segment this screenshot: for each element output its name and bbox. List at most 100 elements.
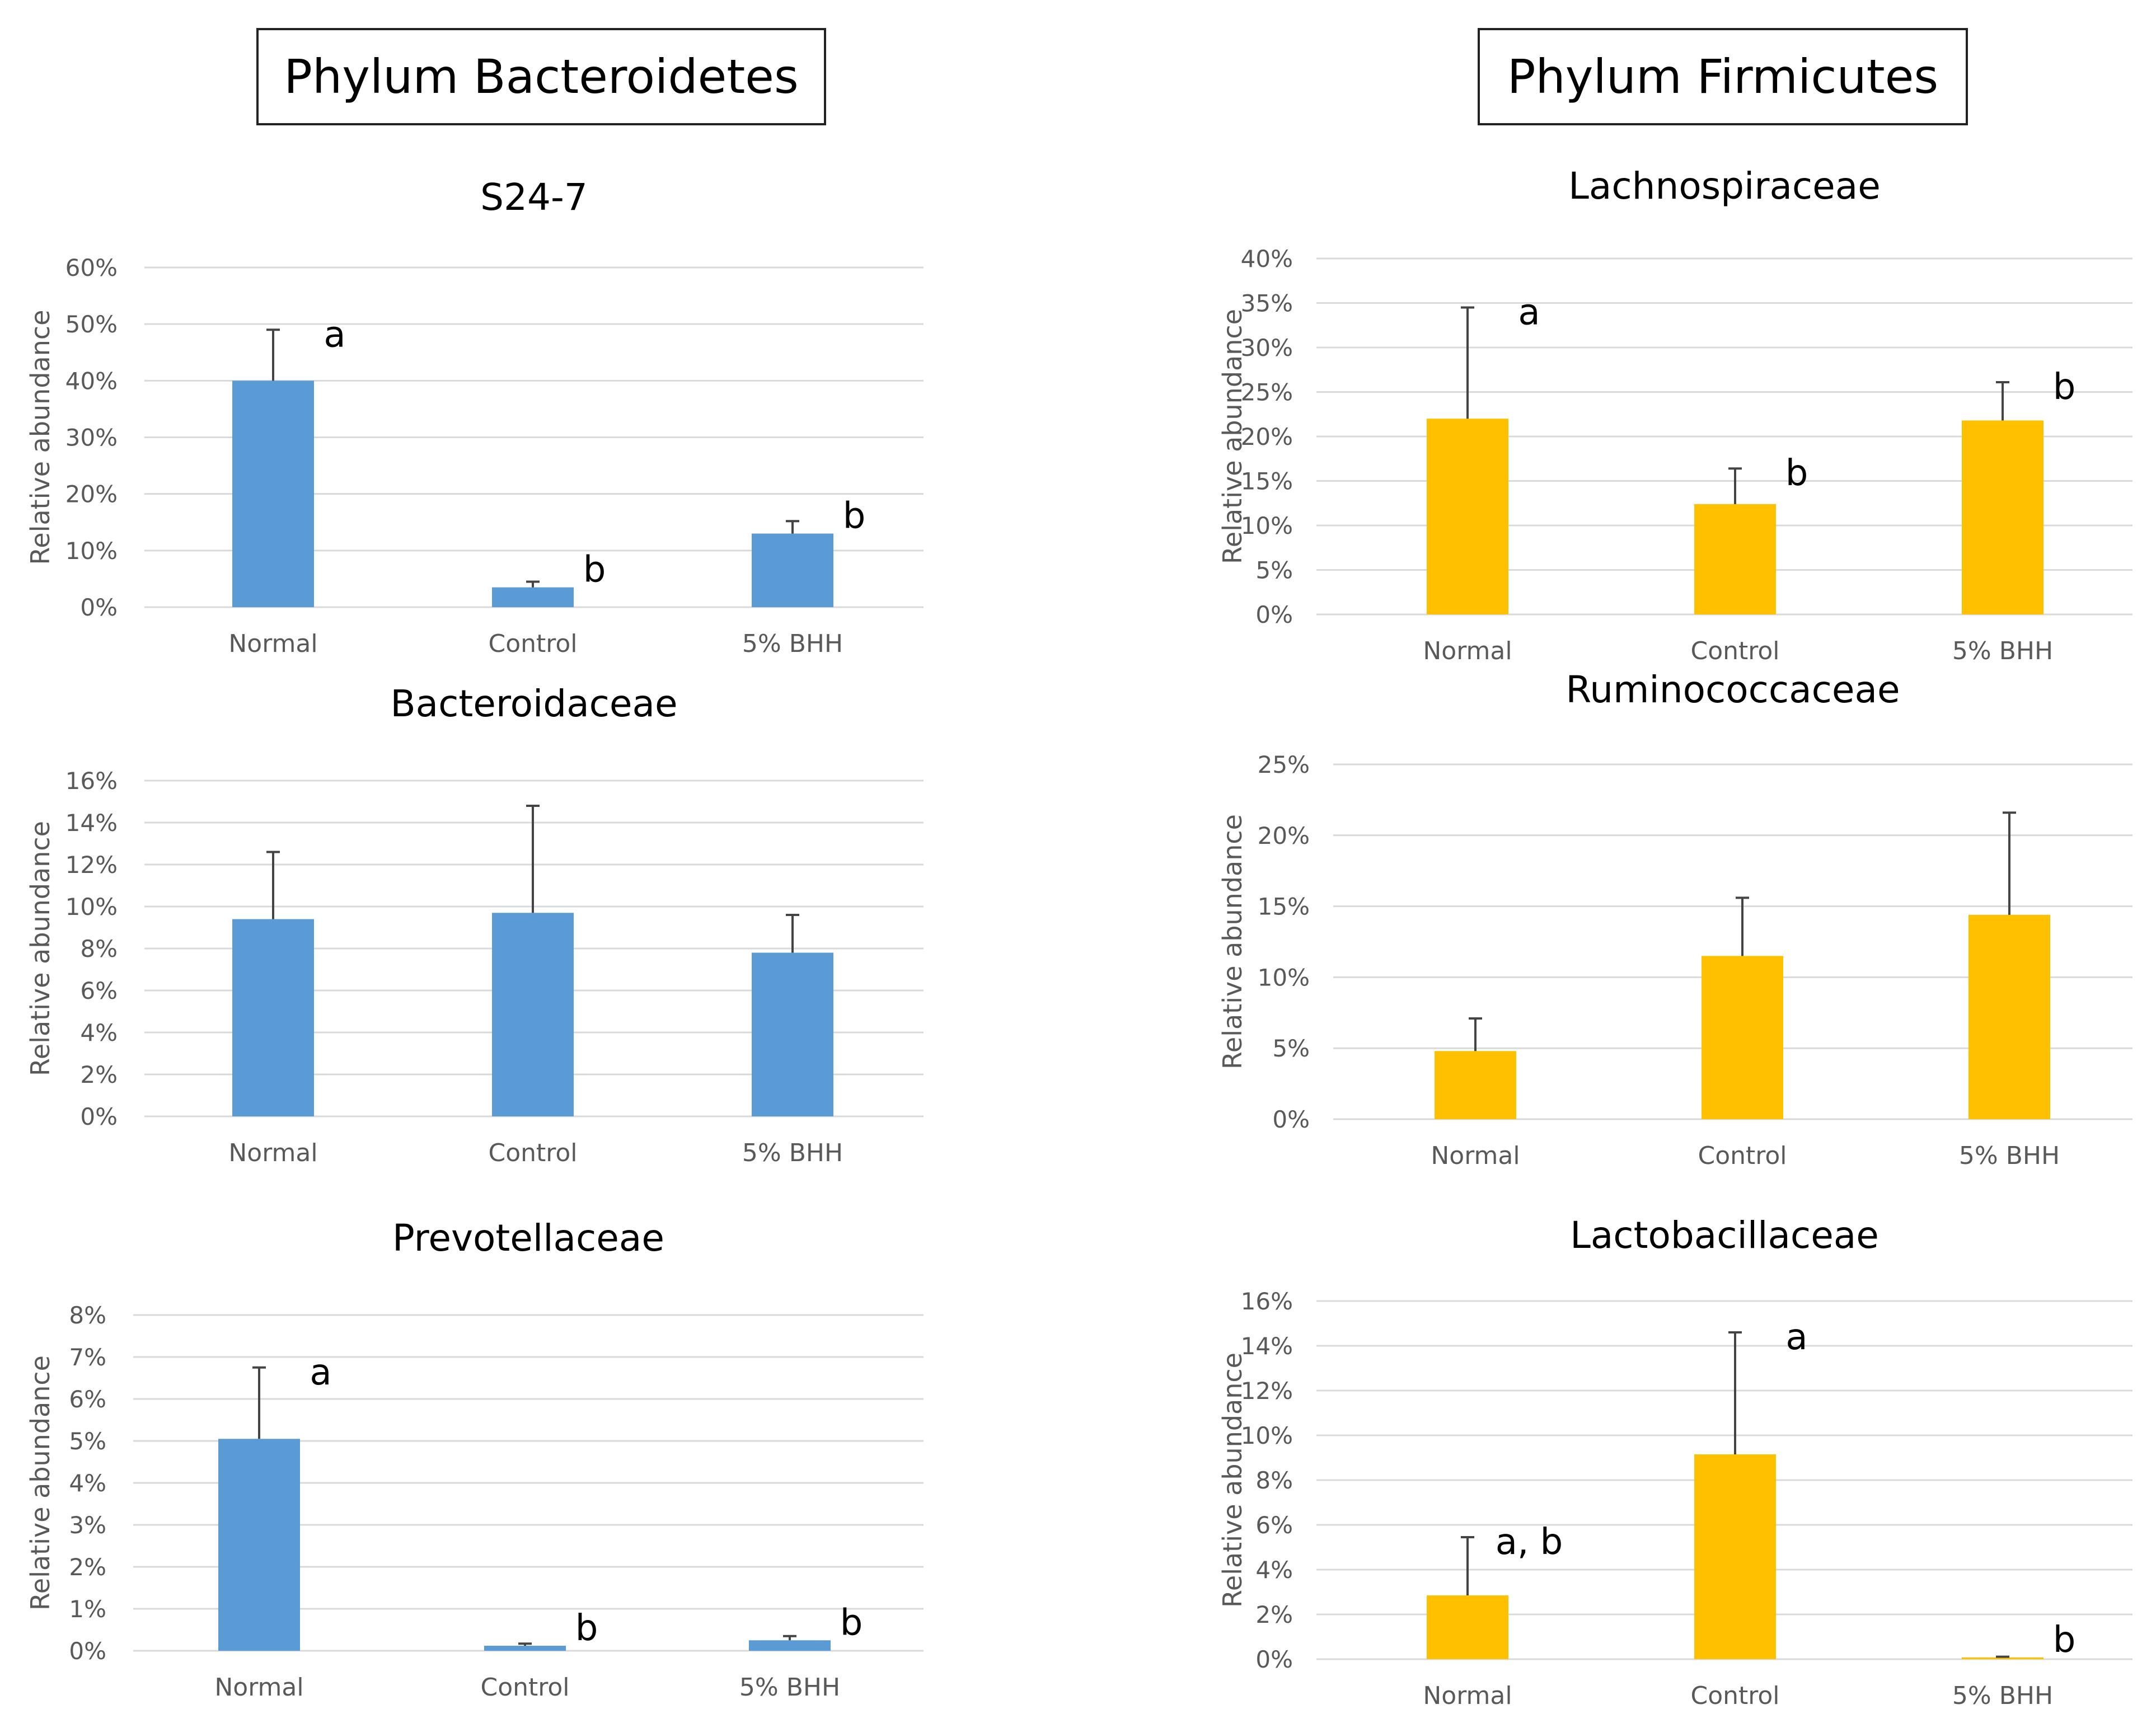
chart-title: Lactobacillaceae xyxy=(1570,1214,1879,1257)
y-tick-label: 3% xyxy=(69,1511,106,1539)
significance-letter: b xyxy=(1785,453,1808,494)
chart-title: Ruminococcaceae xyxy=(1566,672,1900,711)
chart-prevotellaceae: Prevotellaceae Relative abundance 0% 1% 2% 3%… xyxy=(25,1217,924,1702)
x-tick-label: Control xyxy=(1690,1682,1779,1710)
y-tick-label: 35% xyxy=(1241,290,1293,317)
y-tick-label: 16% xyxy=(65,767,118,795)
bar-5-bhh xyxy=(1962,1657,2043,1659)
bar-control xyxy=(492,587,574,607)
y-axis-label: Relative abundance xyxy=(25,1355,55,1610)
x-tick-label: 5% BHH xyxy=(742,630,843,658)
significance-letter: a xyxy=(1785,1317,1807,1358)
y-tick-label: 6% xyxy=(80,977,118,1004)
y-tick-label: 10% xyxy=(1241,1422,1293,1449)
y-tick-label: 25% xyxy=(1258,751,1310,778)
y-axis-label: Relative abundance xyxy=(1217,814,1248,1069)
y-tick-label: 4% xyxy=(80,1019,118,1046)
bar-5-bhh xyxy=(752,533,833,607)
y-axis-label: Relative abundance xyxy=(25,821,55,1076)
y-tick-label: 1% xyxy=(69,1595,106,1623)
y-tick-label: 0% xyxy=(1272,1106,1310,1133)
y-tick-label: 12% xyxy=(65,851,118,879)
significance-letter: b xyxy=(2053,1619,2076,1661)
y-tick-label: 7% xyxy=(69,1344,106,1371)
bar-control xyxy=(1702,956,1783,1119)
y-tick-label: 8% xyxy=(69,1302,106,1329)
phylum-bacteroidetes-label: Phylum Bacteroidetes xyxy=(256,28,826,125)
x-tick-label: 5% BHH xyxy=(742,1139,843,1167)
y-axis-label: Relative abundance xyxy=(1217,309,1248,564)
x-tick-label: Control xyxy=(480,1673,569,1702)
y-tick-label: 10% xyxy=(65,537,118,565)
x-tick-label: 5% BHH xyxy=(739,1673,840,1702)
y-tick-label: 10% xyxy=(65,893,118,921)
y-tick-label: 10% xyxy=(1258,964,1310,991)
y-axis-label: Relative abundance xyxy=(1217,1353,1248,1608)
y-axis-label: Relative abundance xyxy=(25,310,55,565)
x-tick-label: Normal xyxy=(214,1673,303,1702)
y-tick-label: 6% xyxy=(69,1386,106,1413)
y-tick-label: 2% xyxy=(80,1061,118,1088)
significance-letter: b xyxy=(575,1608,598,1649)
y-tick-label: 5% xyxy=(1272,1035,1310,1062)
y-tick-label: 60% xyxy=(65,254,118,281)
y-tick-label: 4% xyxy=(1255,1556,1293,1584)
y-tick-label: 0% xyxy=(69,1637,106,1665)
y-tick-label: 0% xyxy=(1255,1646,1293,1673)
y-tick-label: 15% xyxy=(1241,468,1293,495)
significance-letter: a xyxy=(324,314,345,355)
y-tick-label: 30% xyxy=(65,424,118,452)
y-tick-label: 2% xyxy=(69,1553,106,1581)
y-tick-label: 0% xyxy=(80,1103,118,1130)
y-tick-label: 40% xyxy=(65,367,118,395)
y-tick-label: 4% xyxy=(69,1469,106,1497)
y-tick-label: 20% xyxy=(65,481,118,508)
x-tick-label: 5% BHH xyxy=(1952,1682,2053,1710)
bar-control xyxy=(484,1646,566,1651)
bar-normal xyxy=(1435,1051,1516,1119)
y-tick-label: 12% xyxy=(1241,1377,1293,1405)
x-tick-label: Control xyxy=(1698,1142,1787,1170)
chart-title: Prevotellaceae xyxy=(392,1217,664,1260)
bar-normal xyxy=(232,381,314,607)
y-tick-label: 14% xyxy=(65,809,118,837)
chart-s24-7: S24-7 Relative abundance 0% 10% 20% 30% 40% 50%… xyxy=(25,176,924,658)
bar-control xyxy=(1694,504,1776,614)
y-tick-label: 25% xyxy=(1241,379,1293,406)
y-tick-label: 16% xyxy=(1241,1288,1293,1315)
significance-letter: b xyxy=(843,495,866,537)
bar-normal xyxy=(1427,1595,1508,1659)
bar-control xyxy=(492,913,574,1116)
x-tick-label: Control xyxy=(488,630,577,658)
y-tick-label: 20% xyxy=(1241,423,1293,450)
bar-control xyxy=(1694,1454,1776,1659)
x-tick-label: Normal xyxy=(1431,1142,1520,1170)
bar-5-bhh xyxy=(752,952,833,1116)
y-tick-label: 2% xyxy=(1255,1601,1293,1628)
chart-title: Bacteroidaceae xyxy=(390,682,677,725)
x-tick-label: Normal xyxy=(228,1139,317,1167)
y-tick-label: 8% xyxy=(80,935,118,962)
y-tick-label: 5% xyxy=(1255,557,1293,584)
chart-bacteroidaceae: Bacteroidaceae Relative abundance 0% 2% 4% 6%… xyxy=(25,682,924,1167)
significance-letter: b xyxy=(583,550,606,591)
chart-title: S24-7 xyxy=(480,176,588,219)
chart-ruminococcaceae: Ruminococcaceae Relative abundance 0% 5% 10%… xyxy=(1217,672,2132,1170)
y-tick-label: 8% xyxy=(1255,1467,1293,1494)
y-tick-label: 30% xyxy=(1241,334,1293,361)
significance-letter: a xyxy=(310,1352,331,1393)
significance-letter: b xyxy=(840,1602,863,1644)
y-tick-label: 20% xyxy=(1258,822,1310,849)
bar-normal xyxy=(1427,419,1508,614)
y-tick-label: 40% xyxy=(1241,245,1293,273)
x-tick-label: 5% BHH xyxy=(1952,637,2053,665)
chart-title: Lachnospiraceae xyxy=(1568,165,1881,208)
phylum-firmicutes-label: Phylum Firmicutes xyxy=(1478,28,1968,125)
bar-normal xyxy=(218,1439,300,1651)
bar-5-bhh xyxy=(1962,420,2043,614)
x-tick-label: Normal xyxy=(1423,637,1512,665)
bar-5-bhh xyxy=(749,1640,831,1651)
y-tick-label: 50% xyxy=(65,311,118,338)
significance-letter: b xyxy=(2053,367,2076,408)
y-tick-label: 5% xyxy=(69,1428,106,1455)
